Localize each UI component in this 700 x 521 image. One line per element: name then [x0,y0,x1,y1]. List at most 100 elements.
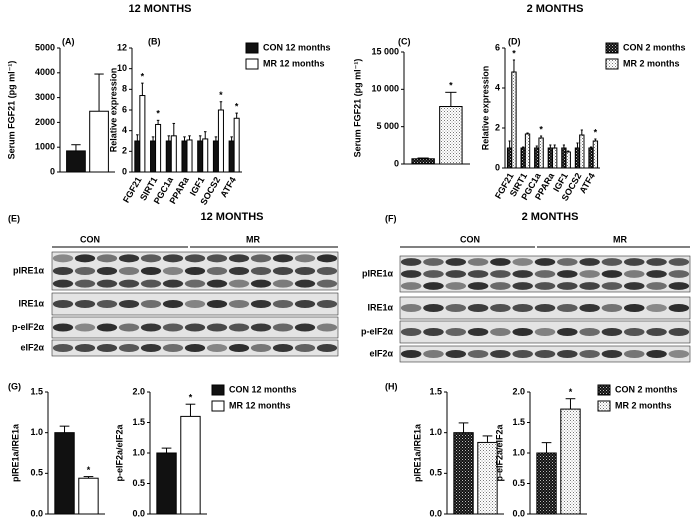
bar [170,135,177,173]
blot-band [74,300,96,308]
blot-band [184,300,206,308]
legend-swatch [597,400,611,412]
blot-band [467,270,489,278]
bar [565,151,571,169]
bar [520,147,526,169]
y-tick-label: 0.5 [429,468,442,478]
bar [228,140,235,173]
x-tick-label: FGF21 [121,175,144,204]
blot-band [512,328,533,336]
bar [579,134,585,169]
y-tick-label: 0.0 [30,508,43,518]
blot-band [467,350,489,358]
bar [439,106,463,165]
blot-band [206,254,228,263]
y-tick-label: 1.0 [512,447,525,457]
bar [139,95,146,173]
y-tick-label: 1.0 [30,427,43,437]
bar [197,140,204,173]
blot-band [601,304,623,312]
blot-band [557,350,578,358]
bar [511,71,517,169]
blot-band [423,328,444,336]
blot-band [557,258,578,266]
y-tick-label: 4000 [35,67,55,77]
bar [78,477,99,515]
blot-band [140,279,162,288]
panel-label: (F) [385,213,397,223]
blot-band [579,270,600,278]
legend-label: MR 2 months [615,400,672,410]
blot-band [490,282,511,290]
blot-band [467,282,489,290]
legend-swatch [605,58,619,70]
y-tick-label: 2.0 [512,386,525,396]
blot-band [206,267,228,275]
blot-band [557,328,578,336]
blot-band [272,279,294,288]
blot-band [272,323,294,332]
blot-band [601,328,623,336]
legend-swatch [605,42,619,54]
bar [536,452,557,515]
bar [134,140,141,173]
blot-band [74,323,96,332]
bar [506,147,513,169]
y-tick-label: 1.5 [512,417,525,427]
blot-band [490,350,511,358]
y-axis-title: Relative expression [480,66,490,151]
blot-band [294,254,316,263]
y-tick-label: 10 [117,63,127,73]
significance-star: * [512,48,516,58]
blot-band [74,279,96,288]
panel-label: (B) [148,36,161,46]
blot-band [490,258,511,266]
bar [217,109,224,173]
blot-band [74,344,96,352]
blot-band [423,304,444,312]
blot-group: MR [613,234,627,244]
blot-row-label: p-eIF2α [12,322,45,332]
panel-label: (G) [8,381,21,391]
blot-band [646,258,667,266]
blot-band [668,258,690,266]
blot-band [74,267,96,275]
blot-strip [399,320,691,344]
y-axis-title: p-eIF2a/eIF2a [114,423,124,481]
blot-band [557,282,578,290]
blot-band [118,300,140,308]
bar [574,147,581,169]
blot-band [228,254,250,263]
blot-band [250,267,272,275]
blot-band [52,344,74,352]
blot-band [228,344,250,352]
blot-band [250,344,272,352]
y-tick-label: 6 [122,104,127,114]
blot-band [534,304,556,312]
blot-band [162,254,184,263]
blot-band [272,300,294,308]
blot-band [445,350,467,358]
blot-band [118,344,140,352]
y-axis-title: Serum FGF21 (pg ml⁻¹) [6,61,16,160]
legend-label: MR 2 months [623,58,680,68]
legend-swatch [211,384,225,396]
blot-band [668,282,690,290]
bar [560,408,581,515]
bar [561,147,567,169]
y-tick-label: 0.0 [512,508,525,518]
blot-band [557,304,578,312]
y-tick-label: 1.5 [30,386,43,396]
blot-band [445,270,467,278]
x-tick-label: ATF4 [218,175,238,199]
blot-band [512,282,533,290]
blot-band [445,304,467,312]
blot-row-label: IRE1α [18,298,44,308]
blot-band [162,267,184,275]
blot-band [490,328,511,336]
blot-band [467,258,489,266]
bar [534,147,540,169]
blot-band [534,270,556,278]
blot-band [400,350,422,358]
y-tick-label: 4 [122,125,127,135]
